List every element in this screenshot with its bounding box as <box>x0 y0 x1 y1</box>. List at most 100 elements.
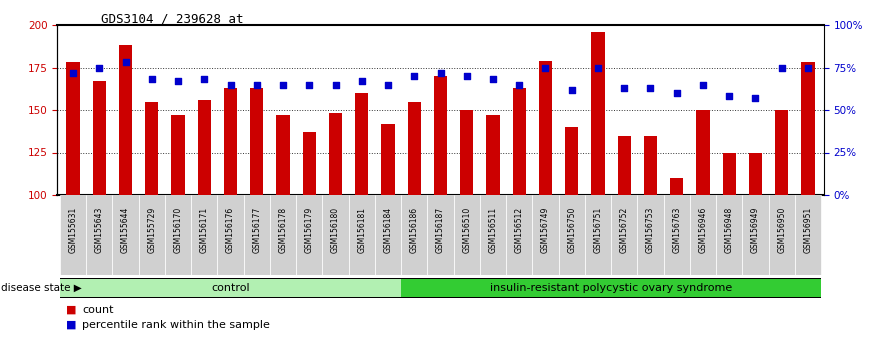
Bar <box>250 88 263 195</box>
Bar <box>197 100 211 195</box>
Point <box>722 93 737 99</box>
Bar <box>60 279 401 297</box>
Bar <box>696 110 709 195</box>
Point <box>696 82 710 87</box>
Bar <box>768 195 795 275</box>
Bar <box>618 136 631 195</box>
Text: GSM156749: GSM156749 <box>541 207 550 253</box>
Point <box>197 76 211 82</box>
Point <box>433 70 448 75</box>
Point <box>801 65 815 70</box>
Bar <box>218 195 244 275</box>
Bar <box>86 195 113 275</box>
Text: GSM156946: GSM156946 <box>699 207 707 253</box>
Bar <box>566 127 578 195</box>
Text: ■: ■ <box>66 305 80 315</box>
Text: GSM156179: GSM156179 <box>305 207 314 253</box>
Point <box>118 59 132 65</box>
Text: insulin-resistant polycystic ovary syndrome: insulin-resistant polycystic ovary syndr… <box>490 283 732 293</box>
Bar <box>611 195 637 275</box>
Text: GSM156176: GSM156176 <box>226 207 235 253</box>
Text: GSM156753: GSM156753 <box>646 207 655 253</box>
Point <box>144 76 159 82</box>
Point <box>66 70 80 75</box>
Text: ■: ■ <box>66 320 80 330</box>
Point <box>460 73 474 79</box>
Text: GSM156751: GSM156751 <box>594 207 603 253</box>
Text: GSM156763: GSM156763 <box>672 207 681 253</box>
Bar <box>355 93 368 195</box>
Point <box>565 87 579 92</box>
Point <box>329 82 343 87</box>
Bar <box>303 132 315 195</box>
Text: percentile rank within the sample: percentile rank within the sample <box>82 320 270 330</box>
Bar <box>270 195 296 275</box>
Point <box>486 76 500 82</box>
Text: GSM156950: GSM156950 <box>777 207 786 253</box>
Text: GSM156181: GSM156181 <box>358 207 366 253</box>
Text: GSM156184: GSM156184 <box>383 207 393 253</box>
Bar <box>224 88 237 195</box>
Bar <box>513 88 526 195</box>
Text: disease state ▶: disease state ▶ <box>1 283 82 293</box>
Bar <box>60 195 86 275</box>
Point <box>407 73 421 79</box>
Bar <box>480 195 506 275</box>
Point <box>618 85 632 91</box>
Bar <box>165 195 191 275</box>
Text: GSM156186: GSM156186 <box>410 207 418 253</box>
Bar <box>191 195 218 275</box>
Text: GSM156177: GSM156177 <box>252 207 262 253</box>
Point <box>381 82 395 87</box>
Text: GSM155729: GSM155729 <box>147 207 156 253</box>
Text: GSM156510: GSM156510 <box>463 207 471 253</box>
Text: GSM156178: GSM156178 <box>278 207 287 253</box>
Bar <box>322 195 349 275</box>
Bar <box>637 195 663 275</box>
Bar <box>591 32 604 195</box>
Bar <box>244 195 270 275</box>
Point <box>512 82 526 87</box>
Bar <box>749 153 762 195</box>
Point <box>670 90 684 96</box>
Point <box>302 82 316 87</box>
Point <box>538 65 552 70</box>
Bar <box>532 195 559 275</box>
Text: count: count <box>82 305 114 315</box>
Bar <box>113 195 138 275</box>
Bar <box>722 153 736 195</box>
Bar <box>434 76 447 195</box>
Bar <box>119 45 132 195</box>
Text: GSM155644: GSM155644 <box>121 207 130 253</box>
Bar <box>427 195 454 275</box>
Bar <box>486 115 500 195</box>
Bar <box>506 195 532 275</box>
Text: GSM156187: GSM156187 <box>436 207 445 253</box>
Bar <box>795 195 821 275</box>
Text: GSM155643: GSM155643 <box>95 207 104 253</box>
Point <box>171 78 185 84</box>
Bar <box>644 136 657 195</box>
Bar <box>375 195 401 275</box>
Bar <box>775 110 788 195</box>
Point <box>749 95 763 101</box>
Bar <box>663 195 690 275</box>
Bar <box>145 102 159 195</box>
Point <box>224 82 238 87</box>
Text: GSM156949: GSM156949 <box>751 207 760 253</box>
Bar <box>401 279 821 297</box>
Bar <box>559 195 585 275</box>
Bar <box>670 178 684 195</box>
Point <box>355 78 369 84</box>
Bar <box>802 62 815 195</box>
Bar <box>138 195 165 275</box>
Text: GSM156511: GSM156511 <box>488 207 498 253</box>
Point <box>591 65 605 70</box>
Text: GSM156180: GSM156180 <box>331 207 340 253</box>
Text: control: control <box>211 283 250 293</box>
Text: GSM156171: GSM156171 <box>200 207 209 253</box>
Bar <box>66 62 79 195</box>
Bar <box>172 115 185 195</box>
Bar <box>329 113 342 195</box>
Bar <box>401 195 427 275</box>
